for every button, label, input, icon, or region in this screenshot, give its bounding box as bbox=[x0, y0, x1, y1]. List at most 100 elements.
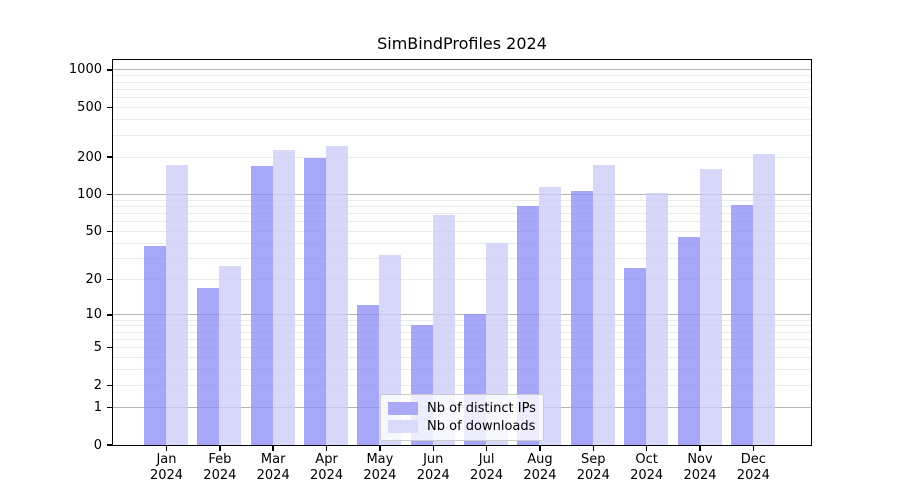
x-tick-label-jun: Jun 2024 bbox=[401, 452, 465, 483]
gridline-minor-300 bbox=[112, 134, 811, 136]
gridline-minor-200 bbox=[112, 156, 811, 158]
x-tick-month: May bbox=[366, 452, 394, 467]
x-tick-aug bbox=[539, 446, 541, 451]
y-tick-2 bbox=[107, 384, 112, 387]
y-tick-label-2: 2 bbox=[93, 377, 102, 393]
x-tick-year: 2024 bbox=[523, 467, 557, 483]
gridline-minor-3 bbox=[112, 369, 811, 371]
bar-nb-of-distinct-ips-may bbox=[357, 305, 380, 445]
plot-area bbox=[111, 58, 812, 446]
gridline-minor-4 bbox=[112, 357, 811, 359]
gridline-minor-40 bbox=[112, 242, 811, 244]
y-tick-500 bbox=[107, 106, 112, 109]
x-tick-month: Feb bbox=[208, 452, 232, 467]
gridline-minor-7 bbox=[112, 331, 811, 333]
gridline-minor-8 bbox=[112, 325, 811, 327]
x-tick-label-sep: Sep 2024 bbox=[561, 452, 625, 483]
bar-nb-of-downloads-nov bbox=[699, 168, 722, 445]
gridline-minor-2 bbox=[112, 384, 811, 386]
bar-nb-of-downloads-aug bbox=[539, 187, 562, 445]
y-tick-label-200: 200 bbox=[77, 149, 102, 165]
x-tick-month: Nov bbox=[687, 452, 713, 467]
gridline-minor-60 bbox=[112, 221, 811, 223]
y-tick-1000 bbox=[107, 69, 112, 71]
x-tick-mar bbox=[272, 446, 274, 451]
bar-nb-of-downloads-sep bbox=[592, 165, 615, 445]
x-tick-label-jan: Jan 2024 bbox=[135, 452, 199, 483]
x-tick-jul bbox=[485, 446, 488, 451]
x-tick-label-oct: Oct 2024 bbox=[615, 452, 679, 483]
legend-label-nb-of-downloads: Nb of downloads bbox=[427, 418, 536, 434]
x-tick-year: 2024 bbox=[310, 467, 344, 483]
y-tick-label-500: 500 bbox=[77, 100, 102, 116]
x-tick-year: 2024 bbox=[736, 467, 770, 483]
bar-nb-of-distinct-ips-nov bbox=[677, 236, 700, 445]
bar-nb-of-downloads-jan bbox=[166, 165, 188, 445]
bar-nb-of-downloads-jun bbox=[432, 214, 455, 445]
gridline-minor-6 bbox=[112, 338, 811, 340]
x-tick-year: 2024 bbox=[363, 467, 397, 483]
legend-row-nb-of-downloads: Nb of downloads bbox=[388, 419, 543, 435]
x-tick-label-nov: Nov 2024 bbox=[668, 452, 732, 483]
gridline-minor-400 bbox=[112, 119, 811, 121]
y-tick-1 bbox=[107, 406, 112, 409]
gridline-minor-20 bbox=[112, 279, 811, 281]
x-tick-year: 2024 bbox=[630, 467, 664, 483]
y-tick-label-20: 20 bbox=[85, 272, 102, 288]
y-tick-100 bbox=[107, 193, 112, 196]
bar-nb-of-downloads-apr bbox=[326, 145, 349, 445]
x-tick-label-jul: Jul 2024 bbox=[455, 452, 519, 483]
x-tick-month: Jul bbox=[478, 452, 495, 467]
y-tick-label-50: 50 bbox=[85, 224, 102, 240]
bar-nb-of-downloads-feb bbox=[219, 265, 242, 445]
x-tick-month: Jan bbox=[156, 452, 177, 467]
x-tick-jun bbox=[432, 446, 434, 451]
legend-swatch-nb-of-distinct-ips bbox=[388, 402, 418, 415]
gridline-minor-30 bbox=[112, 258, 811, 260]
x-tick-month: Oct bbox=[635, 452, 658, 467]
bar-nb-of-distinct-ips-mar bbox=[250, 166, 273, 445]
bar-nb-of-distinct-ips-jan bbox=[144, 245, 166, 445]
legend: Nb of distinct IPs Nb of downloads bbox=[380, 394, 544, 441]
gridline-minor-700 bbox=[112, 88, 811, 90]
chart-title: SimBindProfiles 2024 bbox=[377, 34, 547, 53]
bar-nb-of-distinct-ips-feb bbox=[197, 287, 220, 445]
gridline-minor-5 bbox=[112, 347, 811, 349]
x-tick-year: 2024 bbox=[149, 467, 184, 483]
y-tick-label-100: 100 bbox=[77, 186, 102, 202]
x-tick-year: 2024 bbox=[256, 467, 290, 483]
bar-nb-of-downloads-oct bbox=[646, 192, 669, 445]
gridline-major-100 bbox=[112, 193, 811, 195]
x-tick-year: 2024 bbox=[470, 467, 504, 483]
x-tick-jan bbox=[165, 446, 168, 451]
y-tick-label-5: 5 bbox=[93, 340, 102, 356]
x-tick-nov bbox=[699, 446, 701, 451]
gridline-major-10 bbox=[112, 314, 811, 316]
x-tick-year: 2024 bbox=[416, 467, 450, 483]
y-tick-5 bbox=[107, 346, 112, 349]
x-tick-may bbox=[379, 446, 381, 451]
gridline-minor-800 bbox=[112, 81, 811, 83]
x-tick-year: 2024 bbox=[683, 467, 717, 483]
x-tick-month: Jun bbox=[423, 452, 444, 467]
y-tick-label-0: 0 bbox=[93, 437, 102, 453]
bar-nb-of-distinct-ips-oct bbox=[624, 267, 647, 445]
gridline-minor-90 bbox=[112, 199, 811, 201]
y-tick-label-1: 1 bbox=[93, 399, 102, 415]
y-tick-20 bbox=[107, 278, 112, 281]
y-tick-label-1000: 1000 bbox=[68, 62, 102, 78]
x-tick-month: Mar bbox=[260, 452, 286, 467]
bar-nb-of-downloads-mar bbox=[272, 149, 295, 445]
x-tick-year: 2024 bbox=[576, 467, 610, 483]
gridline-major-1000 bbox=[112, 69, 811, 71]
x-tick-year: 2024 bbox=[203, 467, 237, 483]
gridline-minor-500 bbox=[112, 107, 811, 109]
x-tick-label-apr: Apr 2024 bbox=[295, 452, 359, 483]
bar-nb-of-distinct-ips-sep bbox=[570, 191, 593, 445]
x-tick-apr bbox=[325, 446, 328, 451]
legend-swatch-nb-of-downloads bbox=[388, 420, 418, 433]
gridline-minor-70 bbox=[112, 213, 811, 215]
bar-nb-of-distinct-ips-aug bbox=[517, 205, 540, 445]
legend-row-nb-of-distinct-ips: Nb of distinct IPs bbox=[388, 401, 543, 417]
